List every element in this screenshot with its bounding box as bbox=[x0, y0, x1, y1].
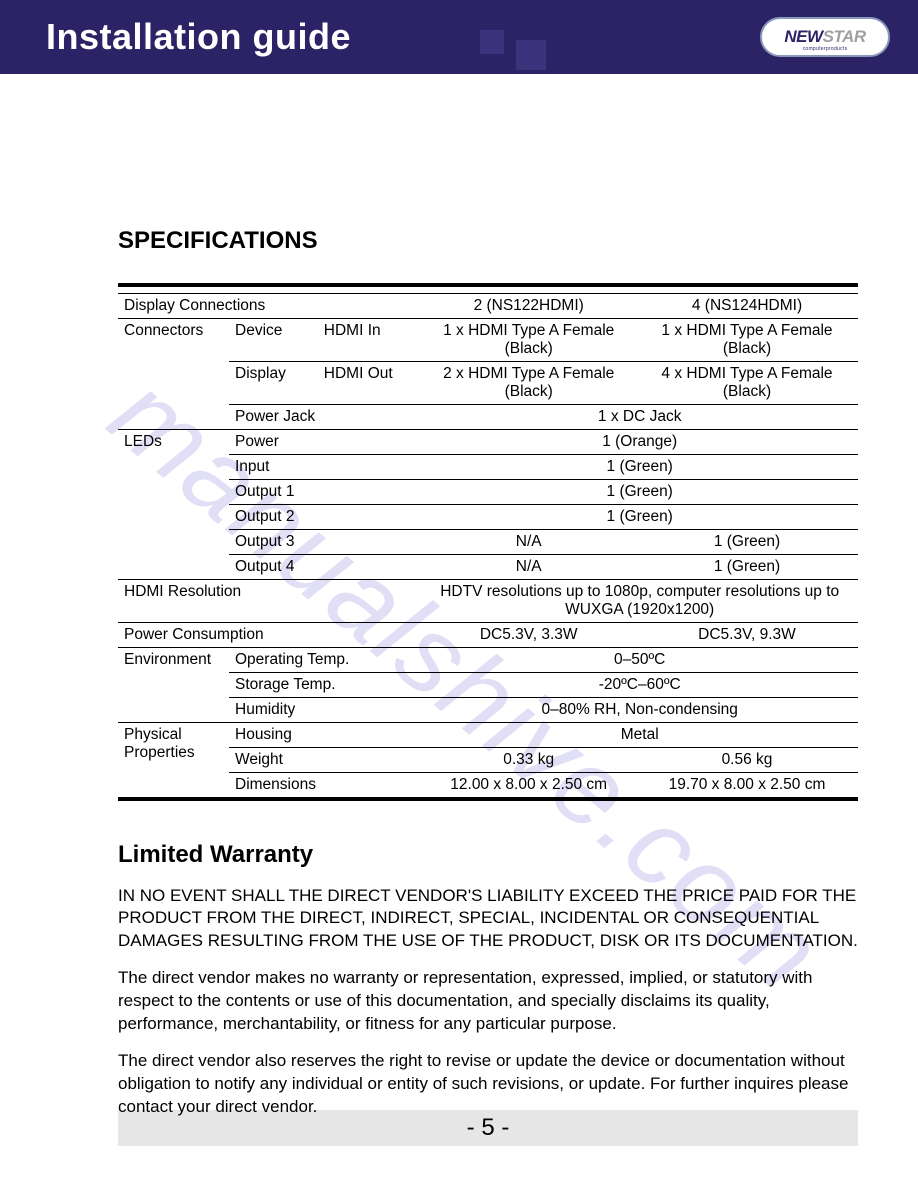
table-row: Weight 0.33 kg 0.56 kg bbox=[118, 747, 858, 772]
table-row: Display HDMI Out 2 x HDMI Type A Female … bbox=[118, 361, 858, 404]
header-title: Installation guide bbox=[46, 16, 351, 58]
header-decoration bbox=[480, 30, 546, 70]
table-row: Input 1 (Green) bbox=[118, 454, 858, 479]
warranty-para: The direct vendor makes no warranty or r… bbox=[118, 967, 858, 1036]
table-row: Display Connections 2 (NS122HDMI) 4 (NS1… bbox=[118, 293, 858, 318]
table-row: Power Consumption DC5.3V, 3.3W DC5.3V, 9… bbox=[118, 622, 858, 647]
warranty-text: IN NO EVENT SHALL THE DIRECT VENDOR'S LI… bbox=[118, 885, 858, 1119]
warranty-heading: Limited Warranty bbox=[118, 841, 858, 869]
specifications-table: Display Connections 2 (NS122HDMI) 4 (NS1… bbox=[118, 283, 858, 801]
table-row: Power Jack 1 x DC Jack bbox=[118, 404, 858, 429]
logo-text-star: STAR bbox=[823, 27, 866, 47]
logo-subtext: computerproducts bbox=[803, 46, 848, 52]
table-row: HDMI Resolution HDTV resolutions up to 1… bbox=[118, 579, 858, 622]
table-row: LEDs Power 1 (Orange) bbox=[118, 429, 858, 454]
table-row: Output 2 1 (Green) bbox=[118, 504, 858, 529]
table-row: Output 4 N/A 1 (Green) bbox=[118, 554, 858, 579]
page-header: Installation guide NEWSTAR computerprodu… bbox=[0, 0, 918, 74]
warranty-para: The direct vendor also reserves the righ… bbox=[118, 1050, 858, 1119]
logo-text-new: NEW bbox=[784, 27, 822, 47]
page-content: manualshive.com SPECIFICATIONS Display C… bbox=[0, 74, 918, 1119]
table-row: Dimensions 12.00 x 8.00 x 2.50 cm 19.70 … bbox=[118, 772, 858, 799]
table-row: Storage Temp. -20ºC–60ºC bbox=[118, 672, 858, 697]
specifications-heading: SPECIFICATIONS bbox=[118, 227, 858, 255]
brand-logo: NEWSTAR computerproducts bbox=[760, 17, 890, 57]
table-row: Environment Operating Temp. 0–50ºC bbox=[118, 647, 858, 672]
table-row: Humidity 0–80% RH, Non-condensing bbox=[118, 697, 858, 722]
table-row: Output 3 N/A 1 (Green) bbox=[118, 529, 858, 554]
table-row: Physical Properties Housing Metal bbox=[118, 722, 858, 747]
warranty-para: IN NO EVENT SHALL THE DIRECT VENDOR'S LI… bbox=[118, 885, 858, 954]
table-row: Connectors Device HDMI In 1 x HDMI Type … bbox=[118, 318, 858, 361]
table-row: Output 1 1 (Green) bbox=[118, 479, 858, 504]
